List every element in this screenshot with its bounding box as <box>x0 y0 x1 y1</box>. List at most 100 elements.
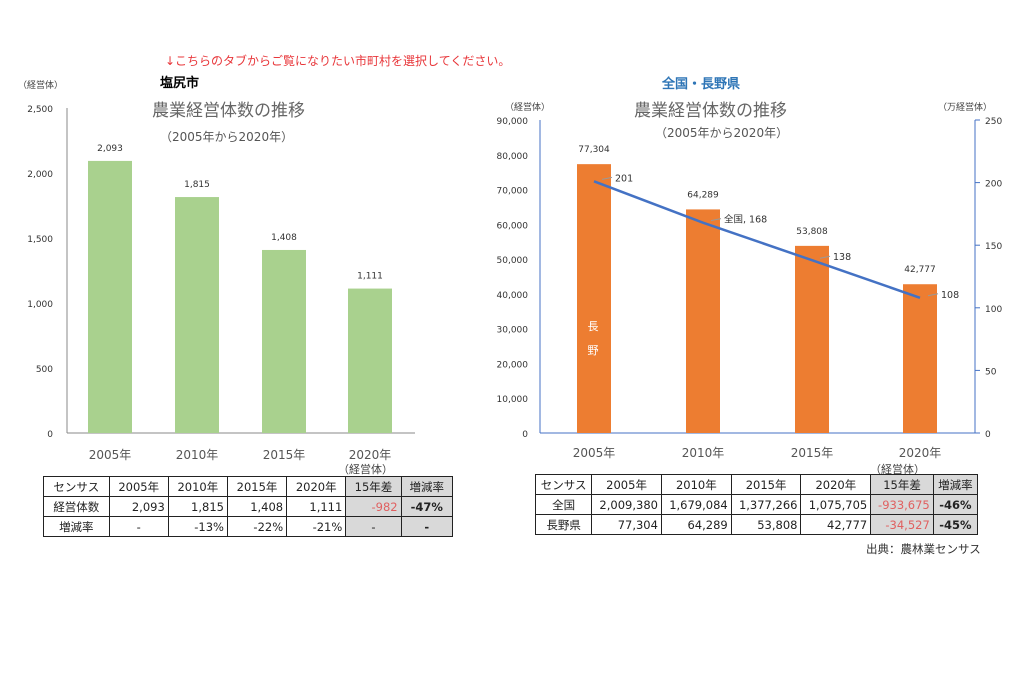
line-data-label: 201 <box>615 173 633 184</box>
leader-line <box>601 176 613 180</box>
table-cell: -13% <box>167 516 228 537</box>
header-cell: 2005年 <box>108 476 169 497</box>
header-cell: 2015年 <box>226 476 288 497</box>
table-row: 長野県 77,304 64,289 53,808 42,777 -34,527 -45% <box>534 514 979 535</box>
right-bar-2010年 <box>686 209 720 433</box>
right-bar-data-label: 53,808 <box>796 227 828 237</box>
right-summary-table: センサス 2005年 2010年 2015年 2020年 15年差 増減率 全国 2,009,3… <box>534 474 979 535</box>
left-bar-2010年 <box>175 197 219 433</box>
right-bar-2015年 <box>795 245 829 433</box>
left-chart-subtitle: （2005年から2020年） <box>160 130 294 144</box>
left-y-tick: 2,500 <box>27 105 53 115</box>
table-cell: 1,815 <box>167 496 228 517</box>
line-data-label: 全国, 168 <box>724 214 767 226</box>
table-cell: 全国 <box>534 494 593 515</box>
header-cell: センサス <box>534 474 593 495</box>
right-y-unit: （経営体） <box>505 103 551 113</box>
header-cell: 2020年 <box>286 476 347 497</box>
right-x-tick: 2020年 <box>899 446 942 460</box>
table-cell: -21% <box>286 516 347 537</box>
right-chart-subtitle: （2005年から2020年） <box>655 126 789 140</box>
right-bar-2020年 <box>903 284 937 433</box>
line-data-label: 138 <box>833 252 851 263</box>
right-y2-tick: 0 <box>985 430 991 440</box>
table-row: センサス 2005年 2010年 2015年 2020年 15年差 増減率 <box>43 476 454 497</box>
table-cell: - <box>345 516 402 537</box>
right-bar-data-label: 77,304 <box>578 145 610 155</box>
right-y-tick: 20,000 <box>497 360 529 370</box>
table-cell: -34,527 <box>870 514 934 535</box>
right-y-tick: 70,000 <box>497 187 529 197</box>
right-bar-data-label: 42,777 <box>904 265 936 275</box>
right-x-tick: 2010年 <box>682 446 725 460</box>
table-cell: 2,009,380 <box>591 494 662 515</box>
table-cell: - <box>400 516 454 537</box>
right-y-tick: 0 <box>522 430 528 440</box>
left-y-tick: 2,000 <box>27 170 53 180</box>
table-cell: 77,304 <box>591 514 662 535</box>
right-y-tick: 50,000 <box>497 256 529 266</box>
table-cell: 経営体数 <box>43 496 110 517</box>
right-y2-tick: 250 <box>985 117 1002 127</box>
right-bar-2005年 <box>577 164 611 433</box>
header-cell: 2015年 <box>730 474 802 495</box>
table-cell: -982 <box>345 496 402 517</box>
table-cell: 2,093 <box>108 496 169 517</box>
left-y-tick: 0 <box>47 430 53 440</box>
table-row: 経営体数 2,093 1,815 1,408 1,111 -982 -47% <box>43 496 454 517</box>
table-cell: 1,679,084 <box>660 494 732 515</box>
table-cell: -45% <box>932 514 979 535</box>
left-bar-2005年 <box>88 160 132 433</box>
table-cell: 53,808 <box>730 514 802 535</box>
header-cell: 増減率 <box>932 474 979 495</box>
left-data-label: 2,093 <box>97 144 123 154</box>
table-cell: 1,377,266 <box>730 494 802 515</box>
right-y-tick: 10,000 <box>497 395 529 405</box>
left-x-tick: 2010年 <box>176 448 219 462</box>
left-chart-title: 農業経営体数の推移 <box>152 101 305 121</box>
zenkoku-line <box>593 180 921 299</box>
right-bar-data-label: 64,289 <box>687 190 719 200</box>
table-cell: 64,289 <box>660 514 732 535</box>
table-cell: 1,111 <box>286 496 347 517</box>
right-y2-tick: 200 <box>985 180 1002 190</box>
header-cell: センサス <box>43 476 110 497</box>
table-cell: 増減率 <box>43 516 110 537</box>
left-summary-table: センサス 2005年 2010年 2015年 2020年 15年差 増減率 経営体数 2,093… <box>43 476 454 537</box>
right-y2-tick: 150 <box>985 242 1002 252</box>
table-cell: 1,075,705 <box>800 494 872 515</box>
header-cell: 2020年 <box>800 474 872 495</box>
right-y2-tick: 100 <box>985 305 1002 315</box>
series-label-nagano: 野 <box>588 344 599 357</box>
left-data-label: 1,815 <box>184 180 210 190</box>
right-chart-title: 農業経営体数の推移 <box>634 101 787 121</box>
right-x-tick: 2005年 <box>573 446 616 460</box>
right-y-tick: 30,000 <box>497 326 529 336</box>
right-y-tick: 60,000 <box>497 221 529 231</box>
table-cell: -22% <box>226 516 288 537</box>
leader-line <box>819 255 831 259</box>
right-y2-tick: 50 <box>985 367 997 377</box>
left-y-unit: （経営体） <box>18 81 64 91</box>
table-cell: 42,777 <box>800 514 872 535</box>
tab-notice: ↓こちらのタブからご覧になりたい市町村を選択してください。 <box>165 54 511 68</box>
right-x-tick: 2015年 <box>791 446 834 460</box>
leader-line <box>710 218 722 222</box>
table-cell: - <box>108 516 169 537</box>
right-chart-heading: 全国・長野県 <box>662 77 741 92</box>
header-cell: 2005年 <box>591 474 662 495</box>
left-y-tick: 1,500 <box>27 235 53 245</box>
series-label-nagano: 長 <box>588 320 599 333</box>
line-data-label: 108 <box>941 290 959 301</box>
left-y-tick: 1,000 <box>27 300 53 310</box>
leader-line <box>927 293 939 297</box>
left-bar-2020年 <box>348 288 392 433</box>
source-note: 出典：農林業センサス <box>866 542 981 556</box>
left-data-label: 1,111 <box>357 272 383 282</box>
table-row: センサス 2005年 2010年 2015年 2020年 15年差 増減率 <box>534 474 979 495</box>
table-cell: 長野県 <box>534 514 593 535</box>
table-row: 増減率 - -13% -22% -21% - - <box>43 516 454 537</box>
left-data-label: 1,408 <box>271 233 297 243</box>
